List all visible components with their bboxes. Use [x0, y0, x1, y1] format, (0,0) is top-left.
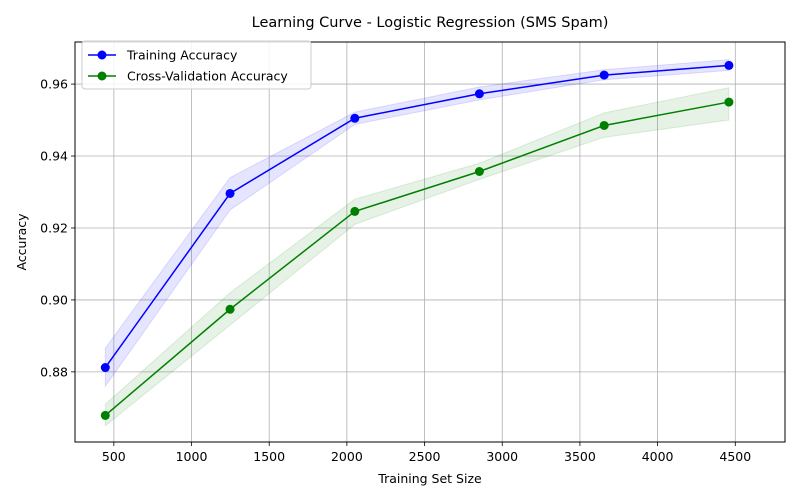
legend-marker-cv — [97, 71, 107, 81]
point-cv — [474, 166, 484, 176]
plot-frame — [74, 41, 786, 443]
point-cv — [724, 97, 734, 107]
chart-title: Learning Curve - Logistic Regression (SM… — [252, 15, 609, 31]
point-cv — [100, 410, 110, 420]
point-training — [100, 363, 110, 373]
point-training — [599, 70, 609, 80]
point-training — [225, 188, 235, 198]
line-cv — [104, 101, 730, 416]
x-tick-label: 1500 — [253, 449, 285, 464]
point-cv — [225, 304, 235, 314]
series-markers — [100, 60, 734, 420]
y-tick-label: 0.94 — [40, 149, 68, 164]
x-axis-label: Training Set Size — [377, 471, 482, 486]
point-training — [724, 60, 734, 70]
band-cv — [104, 87, 730, 427]
y-tick-label: 0.92 — [40, 220, 68, 235]
series-lines — [104, 64, 730, 416]
point-training — [474, 89, 484, 99]
legend-label-training: Training Accuracy — [126, 48, 238, 63]
legend: Training Accuracy Cross-Validation Accur… — [81, 40, 312, 90]
x-tick-label: 500 — [102, 449, 126, 464]
y-tick-label: 0.88 — [40, 364, 68, 379]
x-tick-label: 2000 — [331, 449, 363, 464]
legend-box — [81, 40, 312, 90]
grid — [75, 42, 785, 442]
confidence-bands — [104, 59, 730, 427]
x-tick-label: 4500 — [719, 449, 751, 464]
legend-marker-training — [97, 50, 107, 60]
point-cv — [599, 120, 609, 130]
y-tick-label: 0.96 — [40, 77, 68, 92]
line-training — [104, 64, 729, 368]
y-tick-label: 0.90 — [40, 292, 68, 307]
x-tick-label: 1000 — [176, 449, 208, 464]
x-tick-label: 4000 — [642, 449, 674, 464]
axis-ticks: 500 1000 1500 2000 2500 3000 3500 4000 4500 0.88 0… — [40, 77, 751, 464]
x-tick-label: 2500 — [409, 449, 441, 464]
x-tick-label: 3000 — [486, 449, 518, 464]
x-tick-label: 3500 — [564, 449, 596, 464]
point-cv — [350, 206, 360, 216]
point-training — [350, 113, 360, 123]
legend-label-cv: Cross-Validation Accuracy — [127, 69, 288, 84]
y-axis-label: Accuracy — [14, 213, 29, 271]
band-training — [104, 59, 730, 388]
